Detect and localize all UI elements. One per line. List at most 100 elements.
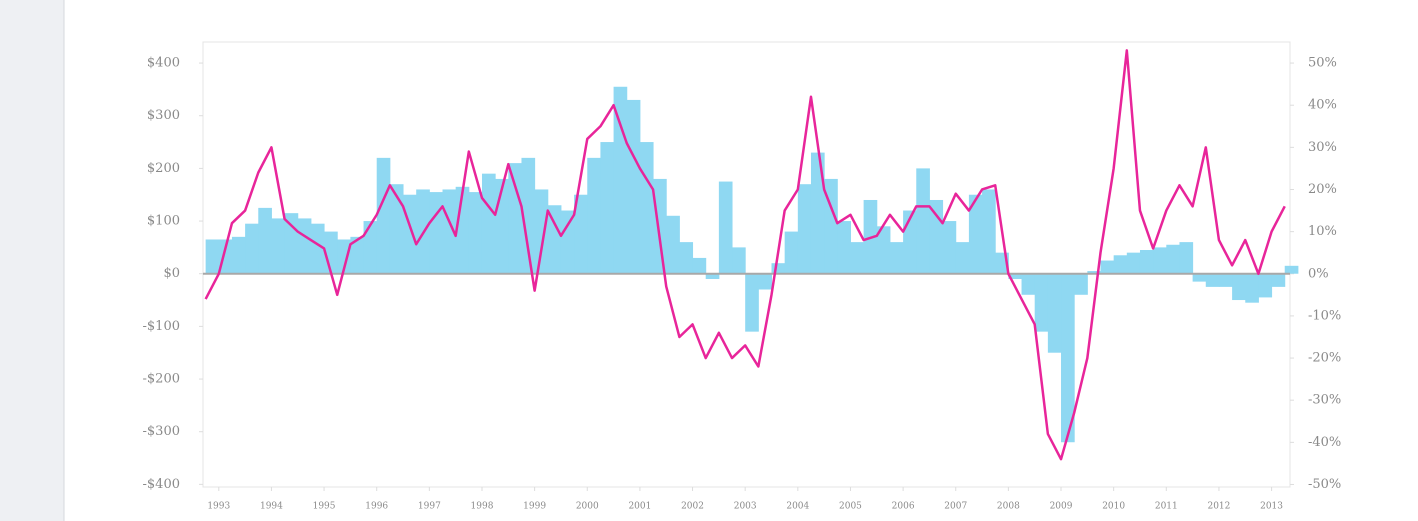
x-tick-label: 2006 <box>892 502 915 512</box>
sidebar <box>0 0 64 521</box>
x-tick-label: 1994 <box>260 502 283 512</box>
bar <box>534 189 549 274</box>
x-tick-label: 1998 <box>471 502 494 512</box>
bar <box>403 194 417 274</box>
bar <box>1087 271 1101 274</box>
bar <box>692 257 707 274</box>
bar <box>916 168 930 274</box>
bar <box>1126 252 1141 274</box>
bar <box>1061 273 1075 443</box>
bar <box>1179 242 1194 274</box>
bar <box>587 157 601 274</box>
bar <box>666 215 680 274</box>
bar <box>942 221 957 274</box>
bar <box>745 273 759 332</box>
x-tick-label: 2012 <box>1207 502 1230 512</box>
plot-frame <box>202 41 1291 488</box>
bar <box>389 184 404 274</box>
bar <box>350 236 365 274</box>
bar <box>929 199 944 274</box>
y2-tick-label: 20% <box>1308 182 1337 197</box>
y-tick-label: -$100 <box>143 319 180 334</box>
bar <box>850 242 865 274</box>
bar <box>574 194 588 274</box>
bar <box>363 221 378 274</box>
y2-tick-label: 40% <box>1308 98 1337 113</box>
y2-tick-label: 0% <box>1308 266 1329 281</box>
x-tick-label: 2005 <box>839 502 862 512</box>
bar <box>1258 273 1273 298</box>
y2-tick-label: -30% <box>1308 393 1341 408</box>
x-tick-label: 1997 <box>418 502 441 512</box>
bar <box>508 163 522 274</box>
y-tick-label: $300 <box>147 108 180 123</box>
y2-tick-label: -50% <box>1308 477 1341 492</box>
x-tick-label: 1995 <box>313 502 336 512</box>
x-tick-label: 2004 <box>786 502 809 512</box>
bar <box>876 226 891 274</box>
y-tick-label: $0 <box>163 266 180 281</box>
bar <box>231 236 246 274</box>
bar <box>955 242 970 274</box>
bar <box>481 173 496 274</box>
y2-tick-label: 30% <box>1308 140 1337 155</box>
bar <box>429 192 444 274</box>
bar <box>639 142 654 274</box>
bar <box>797 184 812 274</box>
y-tick-label: -$200 <box>143 372 180 387</box>
bar <box>1021 273 1036 295</box>
bar <box>205 239 220 274</box>
bar <box>1166 244 1180 274</box>
bar <box>1218 273 1233 287</box>
x-tick-label: 2009 <box>1050 502 1073 512</box>
bar <box>653 178 667 274</box>
x-tick-label: 1999 <box>523 502 546 512</box>
bar <box>1284 265 1299 274</box>
bar <box>889 242 904 274</box>
y2-tick-label: 10% <box>1308 224 1337 239</box>
bar <box>1047 273 1062 353</box>
bar <box>1139 250 1154 274</box>
bar <box>245 223 259 274</box>
bar <box>442 189 457 274</box>
bar <box>521 157 536 274</box>
bar <box>824 178 838 274</box>
bar <box>626 99 641 274</box>
bar <box>310 223 325 274</box>
x-tick-label: 2001 <box>628 502 651 512</box>
y-tick-label: $400 <box>147 56 180 71</box>
x-tick-label: 2010 <box>1102 502 1125 512</box>
bar <box>271 218 286 274</box>
bar <box>1113 255 1128 274</box>
bar <box>1100 260 1115 274</box>
bar <box>771 263 786 274</box>
x-tick-label: 2002 <box>681 502 704 512</box>
bar <box>1008 273 1023 279</box>
bar <box>376 157 391 274</box>
bar <box>1192 273 1207 282</box>
bar <box>1205 273 1220 287</box>
bar <box>560 210 575 274</box>
x-tick-label: 1993 <box>207 502 230 512</box>
y-tick-label: $100 <box>147 214 180 229</box>
x-tick-label: 2000 <box>576 502 599 512</box>
y2-tick-label: -10% <box>1308 308 1341 323</box>
bar <box>1271 273 1286 287</box>
x-tick-label: 2011 <box>1155 502 1178 512</box>
bar <box>758 273 773 290</box>
bar <box>732 247 746 274</box>
y-tick-label: $200 <box>147 161 180 176</box>
bar <box>600 142 615 274</box>
y2-tick-label: -20% <box>1308 351 1341 366</box>
x-tick-label: 2008 <box>997 502 1020 512</box>
x-tick-label: 1996 <box>365 502 388 512</box>
bar <box>982 189 996 274</box>
y-tick-label: -$400 <box>143 477 180 492</box>
bar <box>297 218 312 274</box>
bar <box>1153 247 1167 274</box>
bar <box>718 181 733 274</box>
bar <box>679 242 694 274</box>
bar <box>337 239 351 274</box>
